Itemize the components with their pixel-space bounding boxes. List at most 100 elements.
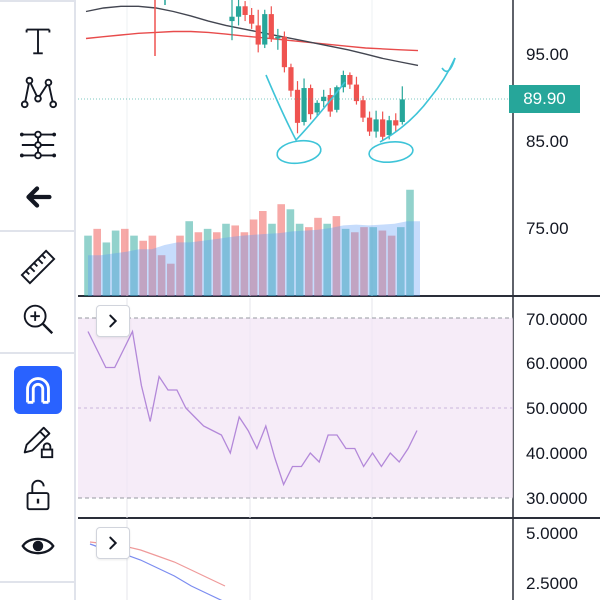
volume-bar	[240, 232, 249, 296]
prediction-measure-icon	[19, 130, 57, 160]
candle-body	[308, 88, 314, 115]
toolbar-divider	[0, 581, 74, 583]
candle-body	[281, 36, 287, 68]
toolbar-divider	[0, 0, 74, 2]
candle-body	[360, 100, 366, 118]
candle-body	[288, 67, 294, 91]
lock-drawings-button[interactable]	[14, 417, 62, 465]
arrow-left-icon	[26, 186, 52, 208]
chevron-right-icon	[109, 536, 118, 550]
candle-body	[268, 14, 274, 39]
candle-body	[249, 14, 255, 24]
volume-bar	[167, 263, 175, 296]
rsi-axis-label: 50.0000	[526, 399, 588, 418]
moving-average-slow-line	[85, 5, 419, 67]
chart-canvas[interactable]	[78, 0, 600, 600]
price-axis-label: 95.00	[526, 45, 569, 64]
drawing-ellipse	[276, 139, 322, 165]
candle-body	[347, 75, 353, 85]
candle-body	[262, 14, 268, 45]
rsi-axis-label: 60.0000	[526, 354, 588, 373]
candle-body	[229, 16, 235, 22]
volume-bar	[323, 223, 331, 296]
price-axis-label: 75.00	[526, 219, 569, 238]
expand-rsi-pane-button[interactable]	[96, 305, 130, 337]
candle-body	[399, 99, 405, 122]
candle-body	[301, 88, 307, 122]
visibility-button[interactable]	[14, 522, 62, 570]
prediction-tool-button[interactable]	[14, 121, 62, 169]
volume-bar	[332, 216, 341, 296]
ruler-icon	[20, 249, 56, 285]
candle-body	[235, 6, 242, 17]
volume-bar	[111, 230, 120, 296]
expand-macd-pane-button[interactable]	[96, 527, 130, 559]
volume-bar	[222, 223, 230, 296]
pattern-tool-button[interactable]	[14, 68, 62, 116]
ruler-tool-button[interactable]	[14, 243, 62, 291]
unlock-icon	[26, 479, 50, 511]
drawing-stroke	[441, 57, 456, 73]
candle-body	[314, 102, 320, 113]
volume-bar	[286, 209, 295, 296]
moving-average-fast-line	[85, 30, 419, 52]
zoom-tool-button[interactable]	[14, 295, 62, 343]
volume-bar	[194, 232, 203, 296]
pattern-icon	[20, 76, 57, 109]
candle-body	[321, 96, 327, 102]
candle-body	[366, 117, 373, 132]
volume-bar	[121, 228, 129, 296]
macd-axis-label: 2.5000	[526, 574, 578, 593]
volume-bar	[93, 228, 101, 296]
chevron-right-icon	[109, 314, 118, 328]
candle-body	[373, 119, 379, 132]
volume-bar	[341, 228, 350, 296]
rsi-axis-label: 70.0000	[526, 310, 588, 329]
volume-bar	[185, 221, 193, 296]
candle-body	[242, 6, 248, 15]
volume-bar	[277, 204, 285, 296]
text-tool-button[interactable]	[14, 17, 62, 65]
magnet-tool-button[interactable]	[14, 366, 62, 414]
volume-bar	[231, 225, 239, 296]
volume-bar	[305, 227, 313, 296]
rsi-axis-label: 30.0000	[526, 489, 588, 508]
volume-ma-area	[88, 221, 420, 296]
last-price-badge: 89.90	[509, 85, 580, 113]
volume-bar	[387, 235, 396, 296]
candle-body	[340, 75, 346, 88]
rsi-line	[87, 329, 418, 487]
zoom-in-icon	[23, 304, 54, 335]
volume-bar	[249, 219, 258, 296]
text-icon	[25, 28, 51, 55]
lock-all-button[interactable]	[14, 470, 62, 518]
candle-body	[255, 25, 261, 45]
volume-bar	[176, 235, 184, 296]
candle-body	[294, 89, 301, 123]
rsi-axis-label: 40.0000	[526, 444, 588, 463]
volume-bar	[130, 235, 138, 296]
pencil-lock-icon	[23, 426, 54, 459]
toolbar-divider	[0, 230, 74, 232]
candle-body	[393, 120, 399, 126]
volume-bar	[84, 235, 92, 296]
candle-body	[386, 120, 392, 136]
magnet-icon	[26, 377, 50, 404]
price-axis-label: 85.00	[526, 132, 569, 151]
volume-bar	[314, 217, 322, 296]
macd-axis-label: 5.0000	[526, 524, 578, 543]
volume-bar	[203, 228, 212, 296]
back-button[interactable]	[14, 173, 62, 221]
volume-bar	[397, 227, 405, 296]
volume-bar	[102, 242, 111, 296]
volume-bar	[378, 230, 387, 296]
candle-body	[275, 36, 281, 39]
volume-bar	[360, 227, 368, 296]
chart-area[interactable]	[78, 0, 600, 600]
drawing-toolbar	[0, 0, 76, 600]
volume-bar	[406, 189, 414, 296]
candle-body	[353, 84, 360, 102]
toolbar-divider	[0, 352, 74, 354]
volume-bar	[351, 232, 359, 296]
volume-bar	[369, 227, 377, 296]
